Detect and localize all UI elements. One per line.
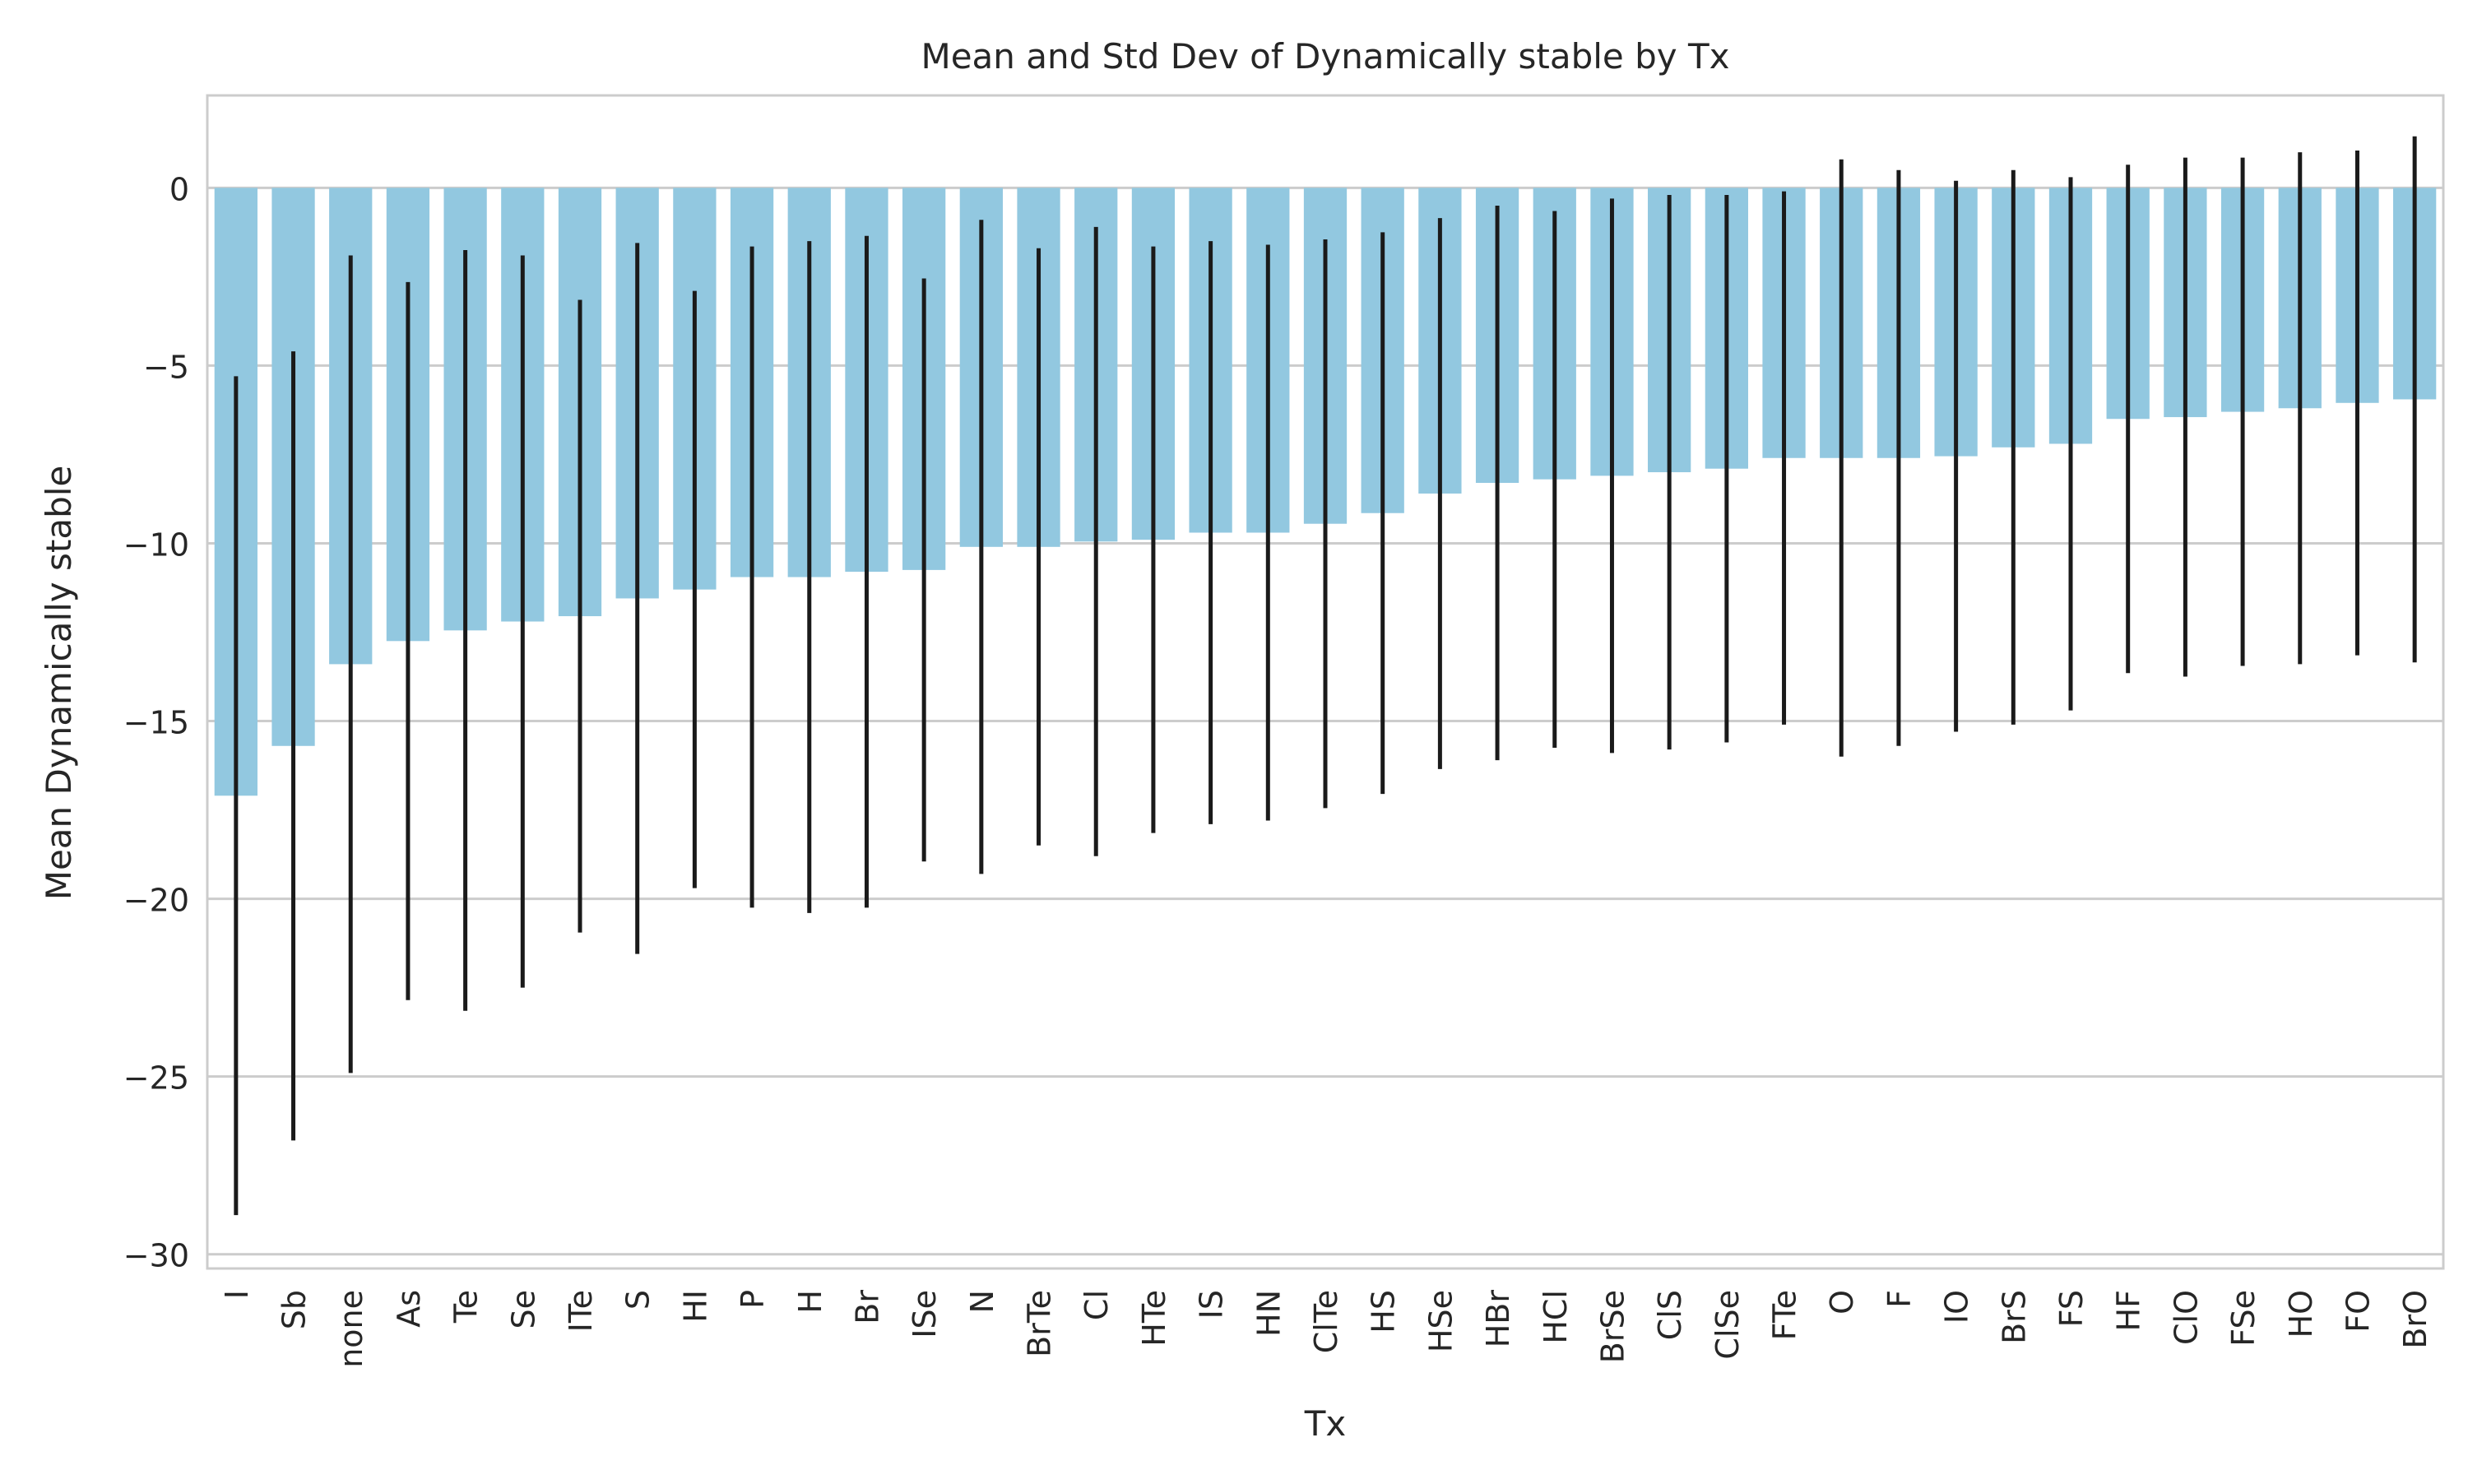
- x-tick-label: HSe: [1422, 1290, 1459, 1352]
- y-tick-label: 0: [169, 171, 189, 207]
- y-tick-label: −20: [123, 883, 189, 919]
- y-tick-label: −10: [123, 526, 189, 563]
- x-tick-label: P: [735, 1290, 771, 1309]
- x-tick-label: FSe: [2225, 1290, 2262, 1347]
- y-tick-label: −30: [123, 1238, 189, 1274]
- x-tick-label: BrSe: [1594, 1290, 1631, 1363]
- x-tick-label: BrS: [1996, 1290, 2032, 1344]
- x-tick-label: ClS: [1652, 1290, 1688, 1340]
- x-tick-label: Cl: [1079, 1290, 1115, 1320]
- x-tick-label: Sb: [276, 1290, 313, 1329]
- x-tick-label: HF: [2111, 1290, 2147, 1331]
- x-tick-label: BrTe: [1022, 1290, 1058, 1357]
- x-tick-label: O: [1824, 1290, 1860, 1315]
- chart-title: Mean and Std Dev of Dynamically stable b…: [921, 36, 1729, 77]
- x-tick-label: S: [620, 1290, 656, 1310]
- x-tick-label: HI: [677, 1290, 713, 1323]
- x-tick-label: Se: [505, 1290, 541, 1329]
- y-axis-label: Mean Dynamically stable: [39, 466, 79, 901]
- plot-frame: [206, 94, 2445, 1270]
- x-tick-label: ClO: [2168, 1290, 2204, 1345]
- x-tick-label: ClSe: [1710, 1290, 1746, 1360]
- x-tick-label: IS: [1194, 1290, 1230, 1319]
- x-axis-label: Tx: [1304, 1403, 1347, 1444]
- x-tick-label: I: [219, 1290, 255, 1299]
- x-tick-label: HO: [2283, 1290, 2319, 1338]
- y-tick-label: −15: [123, 705, 189, 741]
- x-tick-label: N: [964, 1290, 1000, 1313]
- x-tick-label: H: [792, 1290, 828, 1314]
- x-tick-label: none: [333, 1290, 369, 1368]
- x-tick-label: BrO: [2397, 1290, 2433, 1349]
- x-tick-label: Br: [849, 1290, 885, 1324]
- x-tick-label: Te: [448, 1290, 485, 1324]
- y-axis-ticks: 0 −5 −10 −15 −20 −25 −30: [123, 171, 189, 1273]
- x-tick-label: HN: [1250, 1290, 1287, 1337]
- x-tick-label: IO: [1939, 1290, 1975, 1324]
- x-tick-label: ClTe: [1308, 1290, 1344, 1353]
- x-tick-label: HBr: [1480, 1290, 1516, 1348]
- x-tick-label: FS: [2053, 1290, 2090, 1327]
- x-tick-label: F: [1881, 1290, 1918, 1308]
- y-tick-label: −25: [123, 1060, 189, 1097]
- x-tick-label: FO: [2340, 1290, 2376, 1333]
- x-tick-label: ITe: [563, 1290, 599, 1332]
- x-tick-label: FTe: [1767, 1290, 1803, 1340]
- error-bars: [234, 136, 2417, 1216]
- x-tick-label: As: [391, 1290, 427, 1328]
- x-tick-label: HTe: [1136, 1290, 1172, 1347]
- x-tick-label: HCl: [1538, 1290, 1574, 1344]
- x-axis-ticks: I Sb none As Te Se ITe S HI P H Br ISe N BrTe Cl HTe IS HN…: [219, 1290, 2433, 1368]
- x-tick-label: ISe: [907, 1290, 943, 1338]
- y-tick-label: −5: [143, 349, 189, 385]
- x-tick-label: HS: [1366, 1290, 1402, 1333]
